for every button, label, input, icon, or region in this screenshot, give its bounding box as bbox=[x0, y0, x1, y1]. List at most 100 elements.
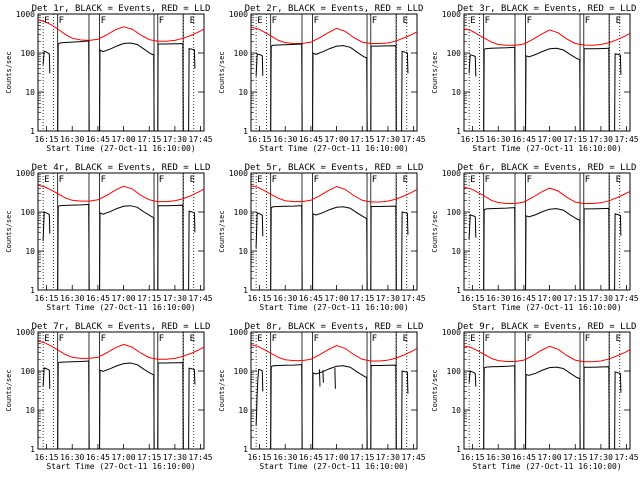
x-axis-label: Start Time (27-Oct-11 16:10:00) bbox=[472, 144, 621, 153]
y-tick-label: 10 bbox=[238, 88, 248, 97]
flag-label: F bbox=[485, 334, 490, 344]
flag-label: F bbox=[372, 175, 377, 185]
x-tick-label: 16:15 bbox=[461, 294, 485, 303]
y-tick-label: 1 bbox=[30, 127, 35, 136]
flag-label: F bbox=[485, 175, 490, 185]
black-events-series-line bbox=[483, 46, 516, 131]
black-events-dip-line bbox=[318, 369, 321, 387]
x-axis-label: Start Time (27-Oct-11 16:10:00) bbox=[472, 462, 621, 471]
black-events-series-line bbox=[270, 43, 303, 131]
black-events-series-line bbox=[99, 362, 155, 449]
y-tick-label: 1 bbox=[30, 445, 35, 454]
x-tick-label: 16:15 bbox=[35, 294, 59, 303]
black-events-series-line bbox=[157, 43, 184, 131]
red-lld-series-line bbox=[251, 26, 417, 44]
y-tick-label: 1 bbox=[456, 127, 461, 136]
y-axis-label: Counts/sec bbox=[5, 369, 13, 411]
flag-label: E bbox=[470, 334, 475, 344]
x-tick-label: 16:30 bbox=[486, 135, 510, 144]
x-tick-label: 17:45 bbox=[615, 135, 639, 144]
chart-title: Det 5r, BLACK = Events, RED = LLD bbox=[245, 163, 424, 173]
y-tick-label: 10 bbox=[25, 88, 35, 97]
flag-label: F bbox=[101, 16, 106, 26]
y-tick-label: 1 bbox=[456, 445, 461, 454]
plot-frame bbox=[250, 331, 418, 450]
black-events-series-line bbox=[614, 213, 622, 290]
y-axis-label: Counts/sec bbox=[431, 369, 439, 411]
black-events-dip-line bbox=[334, 367, 336, 389]
x-tick-label: 17:30 bbox=[376, 294, 400, 303]
x-tick-label: 17:30 bbox=[589, 294, 613, 303]
x-tick-label: 16:45 bbox=[299, 453, 323, 462]
y-tick-label: 1000 bbox=[16, 169, 35, 178]
black-events-series-line bbox=[401, 50, 409, 131]
y-tick-label: 1000 bbox=[229, 10, 248, 19]
red-lld-series-line bbox=[464, 345, 630, 363]
chart-title: Det 4r, BLACK = Events, RED = LLD bbox=[32, 163, 211, 173]
black-events-series-line bbox=[188, 47, 196, 131]
y-tick-label: 10 bbox=[451, 406, 461, 415]
plot-frame bbox=[250, 172, 418, 291]
black-events-series-line bbox=[614, 53, 622, 131]
chart-title: Det 2r, BLACK = Events, RED = LLD bbox=[245, 4, 424, 14]
red-lld-series-line bbox=[464, 186, 630, 204]
y-tick-label: 100 bbox=[21, 367, 36, 376]
x-tick-label: 17:00 bbox=[325, 453, 349, 462]
chart-title: Det 9r, BLACK = Events, RED = LLD bbox=[458, 322, 637, 332]
y-tick-label: 10 bbox=[25, 406, 35, 415]
x-tick-label: 16:30 bbox=[273, 135, 297, 144]
red-lld-series-line bbox=[464, 28, 630, 46]
x-tick-label: 17:30 bbox=[589, 453, 613, 462]
x-tick-label: 17:00 bbox=[112, 135, 136, 144]
black-events-series-line bbox=[401, 370, 409, 449]
flag-label: F bbox=[527, 334, 532, 344]
x-axis-label: Start Time (27-Oct-11 16:10:00) bbox=[46, 303, 195, 312]
y-axis-label: Counts/sec bbox=[5, 51, 13, 93]
x-tick-label: 16:15 bbox=[35, 135, 59, 144]
black-events-series-line bbox=[42, 211, 51, 242]
x-tick-label: 17:15 bbox=[350, 453, 374, 462]
flag-label: F bbox=[101, 175, 106, 185]
black-events-series-line bbox=[188, 367, 196, 449]
black-events-series-line bbox=[312, 365, 368, 449]
y-tick-label: 1000 bbox=[442, 169, 461, 178]
flag-label: F bbox=[272, 16, 277, 26]
x-tick-label: 17:30 bbox=[163, 294, 187, 303]
y-axis-label: Counts/sec bbox=[431, 210, 439, 252]
x-axis-label: Start Time (27-Oct-11 16:10:00) bbox=[46, 144, 195, 153]
plot-frame bbox=[463, 13, 631, 132]
chart-title: Det 3r, BLACK = Events, RED = LLD bbox=[458, 4, 637, 14]
flag-label: E bbox=[190, 175, 195, 185]
x-tick-label: 16:15 bbox=[248, 453, 272, 462]
black-events-series-line bbox=[270, 205, 303, 290]
y-tick-label: 100 bbox=[447, 367, 462, 376]
flag-label: E bbox=[44, 334, 49, 344]
black-events-series-line bbox=[614, 371, 622, 449]
flag-label: E bbox=[470, 175, 475, 185]
flag-label: F bbox=[485, 16, 490, 26]
x-axis-label: Start Time (27-Oct-11 16:10:00) bbox=[259, 462, 408, 471]
y-tick-label: 1 bbox=[243, 127, 248, 136]
x-tick-label: 16:15 bbox=[248, 294, 272, 303]
flag-label: E bbox=[403, 334, 408, 344]
plot-frame bbox=[250, 13, 418, 132]
y-tick-label: 1000 bbox=[16, 10, 35, 19]
x-tick-label: 17:15 bbox=[563, 135, 587, 144]
red-lld-series-line bbox=[38, 19, 204, 42]
y-axis-label: Counts/sec bbox=[431, 51, 439, 93]
black-events-series-line bbox=[312, 45, 368, 131]
x-tick-label: 16:15 bbox=[461, 453, 485, 462]
black-events-dip-line bbox=[322, 370, 324, 383]
x-tick-label: 17:45 bbox=[402, 453, 426, 462]
black-events-series-line bbox=[99, 42, 155, 131]
x-tick-label: 16:30 bbox=[60, 453, 84, 462]
black-events-series-line bbox=[42, 50, 51, 74]
flag-label: F bbox=[585, 334, 590, 344]
black-events-series-line bbox=[157, 204, 184, 290]
black-events-series-line bbox=[370, 205, 397, 290]
flag-label: E bbox=[403, 16, 408, 26]
